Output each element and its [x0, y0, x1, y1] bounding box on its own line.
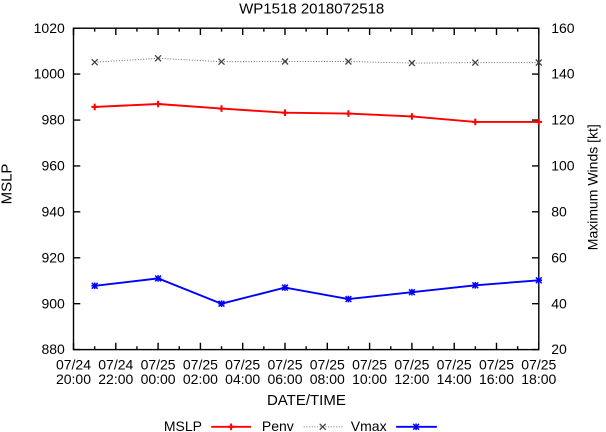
svg-text:880: 880	[41, 341, 65, 357]
svg-text:07/25: 07/25	[352, 357, 387, 373]
svg-text:07/25: 07/25	[394, 357, 429, 373]
svg-text:04:00: 04:00	[225, 371, 260, 387]
svg-text:100: 100	[551, 158, 575, 174]
svg-text:120: 120	[551, 112, 575, 128]
svg-text:00:00: 00:00	[141, 371, 176, 387]
svg-text:16:00: 16:00	[479, 371, 514, 387]
svg-text:20:00: 20:00	[56, 371, 91, 387]
svg-text:07/24: 07/24	[56, 357, 91, 373]
svg-text:160: 160	[551, 20, 575, 36]
svg-text:18:00: 18:00	[521, 371, 556, 387]
svg-text:Penv: Penv	[262, 418, 294, 432]
svg-text:07/25: 07/25	[267, 357, 302, 373]
svg-text:Maximum Winds [kt]: Maximum Winds [kt]	[585, 124, 601, 250]
svg-text:20: 20	[551, 341, 567, 357]
svg-text:80: 80	[551, 204, 567, 220]
svg-text:22:00: 22:00	[98, 371, 133, 387]
svg-text:07/25: 07/25	[141, 357, 176, 373]
svg-text:07/25: 07/25	[479, 357, 514, 373]
svg-text:07/25: 07/25	[183, 357, 218, 373]
svg-text:900: 900	[41, 295, 65, 311]
svg-text:960: 960	[41, 158, 65, 174]
svg-text:07/25: 07/25	[437, 357, 472, 373]
svg-text:14:00: 14:00	[437, 371, 472, 387]
svg-text:1000: 1000	[34, 66, 65, 82]
svg-text:08:00: 08:00	[310, 371, 345, 387]
svg-text:12:00: 12:00	[394, 371, 429, 387]
svg-text:06:00: 06:00	[267, 371, 302, 387]
svg-text:07/25: 07/25	[521, 357, 556, 373]
svg-text:10:00: 10:00	[352, 371, 387, 387]
svg-text:07/25: 07/25	[225, 357, 260, 373]
svg-text:980: 980	[41, 112, 65, 128]
svg-text:140: 140	[551, 66, 575, 82]
svg-text:MSLP: MSLP	[164, 418, 202, 432]
svg-text:02:00: 02:00	[183, 371, 218, 387]
svg-text:920: 920	[41, 249, 65, 265]
svg-text:40: 40	[551, 295, 567, 311]
svg-text:DATE/TIME: DATE/TIME	[267, 392, 346, 409]
svg-text:07/25: 07/25	[310, 357, 345, 373]
svg-text:MSLP: MSLP	[0, 164, 16, 205]
svg-text:07/24: 07/24	[98, 357, 133, 373]
svg-text:940: 940	[41, 204, 65, 220]
svg-text:Vmax: Vmax	[351, 418, 387, 432]
svg-text:1020: 1020	[34, 20, 65, 36]
svg-text:60: 60	[551, 249, 567, 265]
svg-text:WP1518 2018072518: WP1518 2018072518	[239, 1, 384, 18]
